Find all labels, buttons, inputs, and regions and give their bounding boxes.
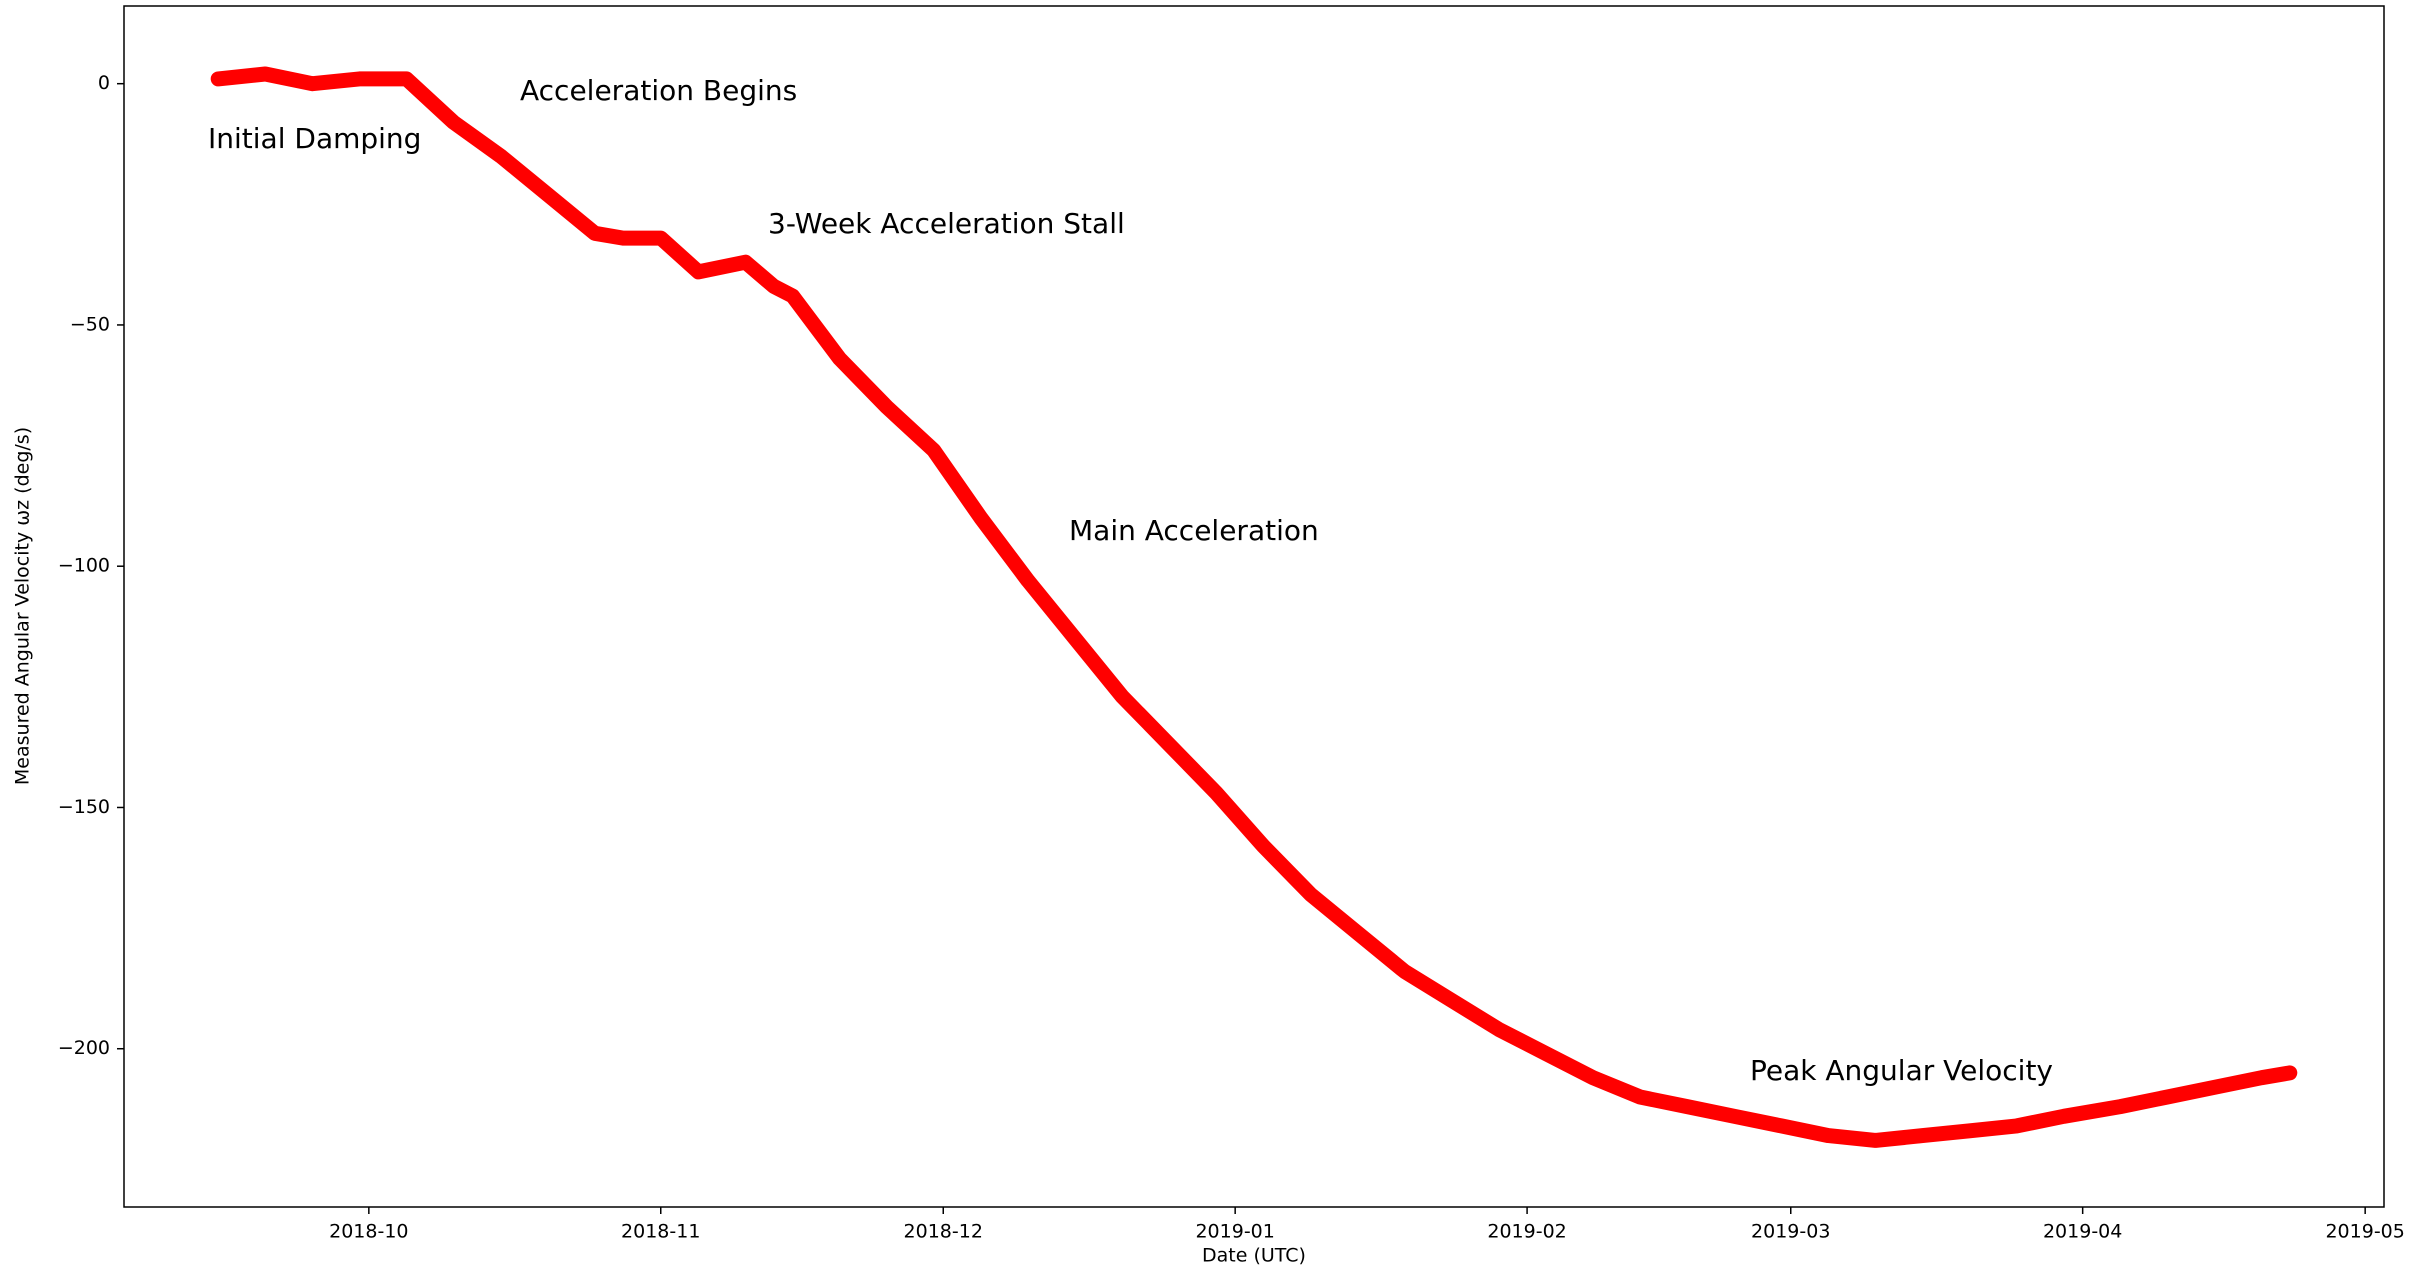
y-tick-label: −200: [58, 1037, 110, 1059]
x-tick-label: 2019-05: [2325, 1221, 2404, 1243]
annotation: Main Acceleration: [1069, 514, 1319, 547]
data-line: [210, 66, 2298, 1148]
x-axis-label: Date (UTC): [1202, 1245, 1306, 1267]
y-tick-label: −50: [70, 313, 110, 335]
x-tick-label: 2018-11: [621, 1221, 700, 1243]
x-tick-label: 2018-10: [329, 1221, 408, 1243]
x-tick-label: 2019-01: [1195, 1221, 1274, 1243]
annotation: Peak Angular Velocity: [1750, 1054, 2053, 1087]
annotation: Acceleration Begins: [520, 74, 797, 107]
x-tick-label: 2019-04: [2043, 1221, 2122, 1243]
y-tick-label: −150: [58, 796, 110, 818]
x-tick-label: 2019-03: [1751, 1221, 1830, 1243]
annotation: 3-Week Acceleration Stall: [768, 207, 1125, 240]
y-tick-label: −100: [58, 555, 110, 577]
x-tick-label: 2019-02: [1487, 1221, 1566, 1243]
x-tick-label: 2018-12: [904, 1221, 983, 1243]
annotation: Initial Damping: [208, 122, 421, 155]
plot-frame: [123, 5, 2385, 1208]
y-axis-label: Measured Angular Velocity ωz (deg/s): [12, 427, 34, 785]
y-tick-label: 0: [98, 72, 110, 94]
